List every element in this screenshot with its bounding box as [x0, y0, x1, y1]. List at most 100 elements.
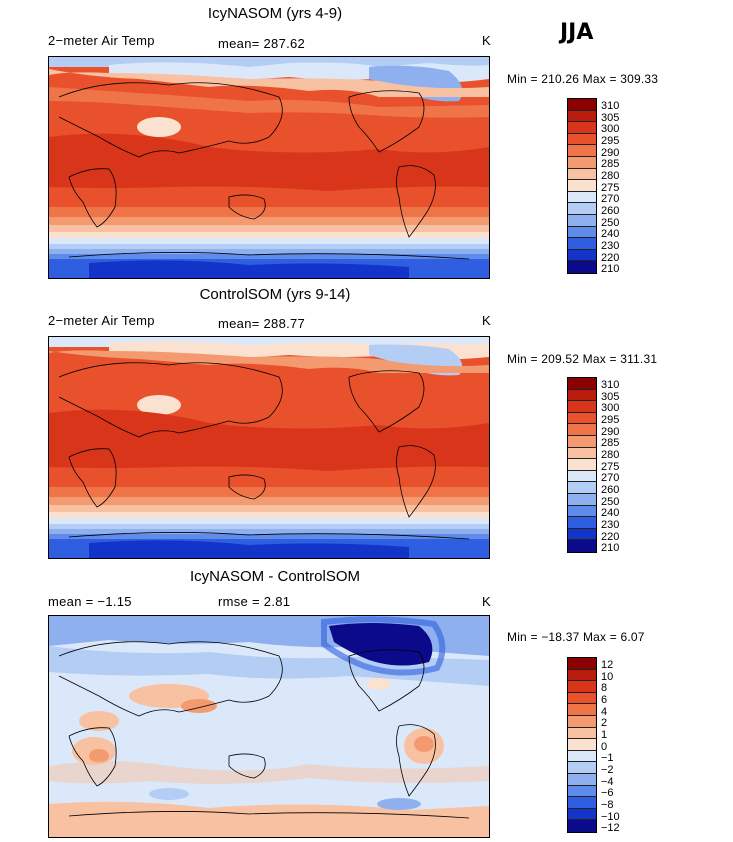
panel-1-unit: K: [482, 33, 491, 48]
colorbar-label: 275: [601, 461, 620, 473]
panel-2-map: [48, 336, 490, 559]
colorbar-swatch: [568, 528, 596, 541]
colorbar-swatch: [568, 727, 596, 740]
colorbar-label: 260: [601, 205, 620, 217]
panel-2-colorbar-labels: 310 305 300 295 290 285 280 275 270 260 …: [601, 377, 631, 554]
panel-1-title: IcyNASOM (yrs 4-9): [207, 5, 343, 22]
colorbar-swatch: [568, 494, 596, 506]
colorbar-label: 220: [601, 531, 620, 543]
colorbar-swatch: [568, 447, 596, 460]
colorbar-label: 4: [601, 706, 608, 718]
colorbar-swatch: [568, 739, 596, 751]
panel-3-title: IcyNASOM - ControlSOM: [189, 568, 361, 585]
panel-1-colorbar: [567, 98, 597, 274]
colorbar-label: 0: [601, 741, 608, 753]
colorbar-label: 260: [601, 484, 620, 496]
panel-3-map-svg: [49, 616, 489, 837]
colorbar-label: 8: [601, 682, 608, 694]
panel-1-colorbar-labels: 310 305 300 295 290 285 280 275 270 260 …: [601, 98, 631, 275]
colorbar-swatch: [568, 774, 596, 786]
colorbar-label: 280: [601, 449, 620, 461]
panel-1-minmax: Min = 210.26 Max = 309.33: [507, 72, 659, 86]
colorbar-swatch: [568, 424, 596, 436]
colorbar-label: 310: [601, 100, 620, 112]
colorbar-swatch: [568, 820, 596, 832]
colorbar-swatch: [568, 261, 596, 273]
colorbar-swatch: [568, 99, 596, 111]
colorbar-swatch: [568, 180, 596, 192]
colorbar-label: 300: [601, 123, 620, 135]
colorbar-label: 270: [601, 193, 620, 205]
colorbar-label: 210: [601, 542, 620, 554]
colorbar-swatch: [568, 785, 596, 798]
colorbar-label: −12: [601, 822, 620, 834]
panel-1-variable: 2−meter Air Temp: [48, 33, 155, 48]
colorbar-swatch: [568, 459, 596, 471]
colorbar-label: −6: [601, 787, 614, 799]
colorbar-swatch: [568, 435, 596, 448]
panel-3-rmse: rmse = 2.81: [218, 594, 291, 609]
colorbar-label: 305: [601, 391, 620, 403]
colorbar-label: −10: [601, 811, 620, 823]
panel-3-unit: K: [482, 594, 491, 609]
season-label: JJA: [560, 20, 594, 45]
colorbar-label: 290: [601, 426, 620, 438]
panel-2-colorbar: [567, 377, 597, 553]
colorbar-label: 10: [601, 671, 614, 683]
colorbar-swatch: [568, 122, 596, 134]
panel-3-colorbar-labels: 12 10 8 6 4 2 1 0 −1 −2 −4 −6 −8 −10 −12: [601, 657, 631, 834]
colorbar-label: 280: [601, 170, 620, 182]
colorbar-label: 300: [601, 402, 620, 414]
colorbar-label: 12: [601, 659, 614, 671]
panel-3-minmax: Min = −18.37 Max = 6.07: [507, 630, 645, 644]
colorbar-swatch: [568, 505, 596, 518]
colorbar-swatch: [568, 156, 596, 169]
colorbar-swatch: [568, 762, 596, 774]
colorbar-swatch: [568, 378, 596, 390]
colorbar-label: −8: [601, 799, 614, 811]
colorbar-label: 270: [601, 472, 620, 484]
colorbar-swatch: [568, 482, 596, 494]
colorbar-label: 6: [601, 694, 608, 706]
colorbar-swatch: [568, 249, 596, 262]
colorbar-label: 290: [601, 147, 620, 159]
colorbar-label: 240: [601, 228, 620, 240]
panel-2-title: ControlSOM (yrs 9-14): [199, 286, 351, 303]
colorbar-swatch: [568, 681, 596, 693]
colorbar-label: 210: [601, 263, 620, 275]
colorbar-swatch: [568, 168, 596, 181]
colorbar-label: 285: [601, 437, 620, 449]
colorbar-swatch: [568, 704, 596, 716]
colorbar-label: 285: [601, 158, 620, 170]
panel-3-map: [48, 615, 490, 838]
colorbar-swatch: [568, 517, 596, 529]
colorbar-label: 250: [601, 217, 620, 229]
colorbar-label: 295: [601, 414, 620, 426]
colorbar-swatch: [568, 215, 596, 227]
panel-3-colorbar: [567, 657, 597, 833]
colorbar-label: 220: [601, 252, 620, 264]
colorbar-swatch: [568, 669, 596, 682]
colorbar-label: 275: [601, 182, 620, 194]
colorbar-label: 230: [601, 240, 620, 252]
colorbar-swatch: [568, 540, 596, 552]
panel-2-map-svg: [49, 337, 489, 558]
colorbar-label: −1: [601, 752, 614, 764]
colorbar-label: 295: [601, 135, 620, 147]
colorbar-label: 310: [601, 379, 620, 391]
colorbar-swatch: [568, 658, 596, 670]
colorbar-swatch: [568, 412, 596, 425]
colorbar-label: −4: [601, 776, 614, 788]
colorbar-swatch: [568, 145, 596, 157]
colorbar-swatch: [568, 191, 596, 204]
colorbar-swatch: [568, 715, 596, 728]
panel-2-unit: K: [482, 313, 491, 328]
colorbar-swatch: [568, 389, 596, 402]
colorbar-swatch: [568, 401, 596, 413]
colorbar-label: 305: [601, 112, 620, 124]
colorbar-swatch: [568, 133, 596, 146]
panel-2-variable: 2−meter Air Temp: [48, 313, 155, 328]
colorbar-label: 2: [601, 717, 608, 729]
panel-3-mean: mean = −1.15: [48, 594, 132, 609]
colorbar-swatch: [568, 470, 596, 483]
